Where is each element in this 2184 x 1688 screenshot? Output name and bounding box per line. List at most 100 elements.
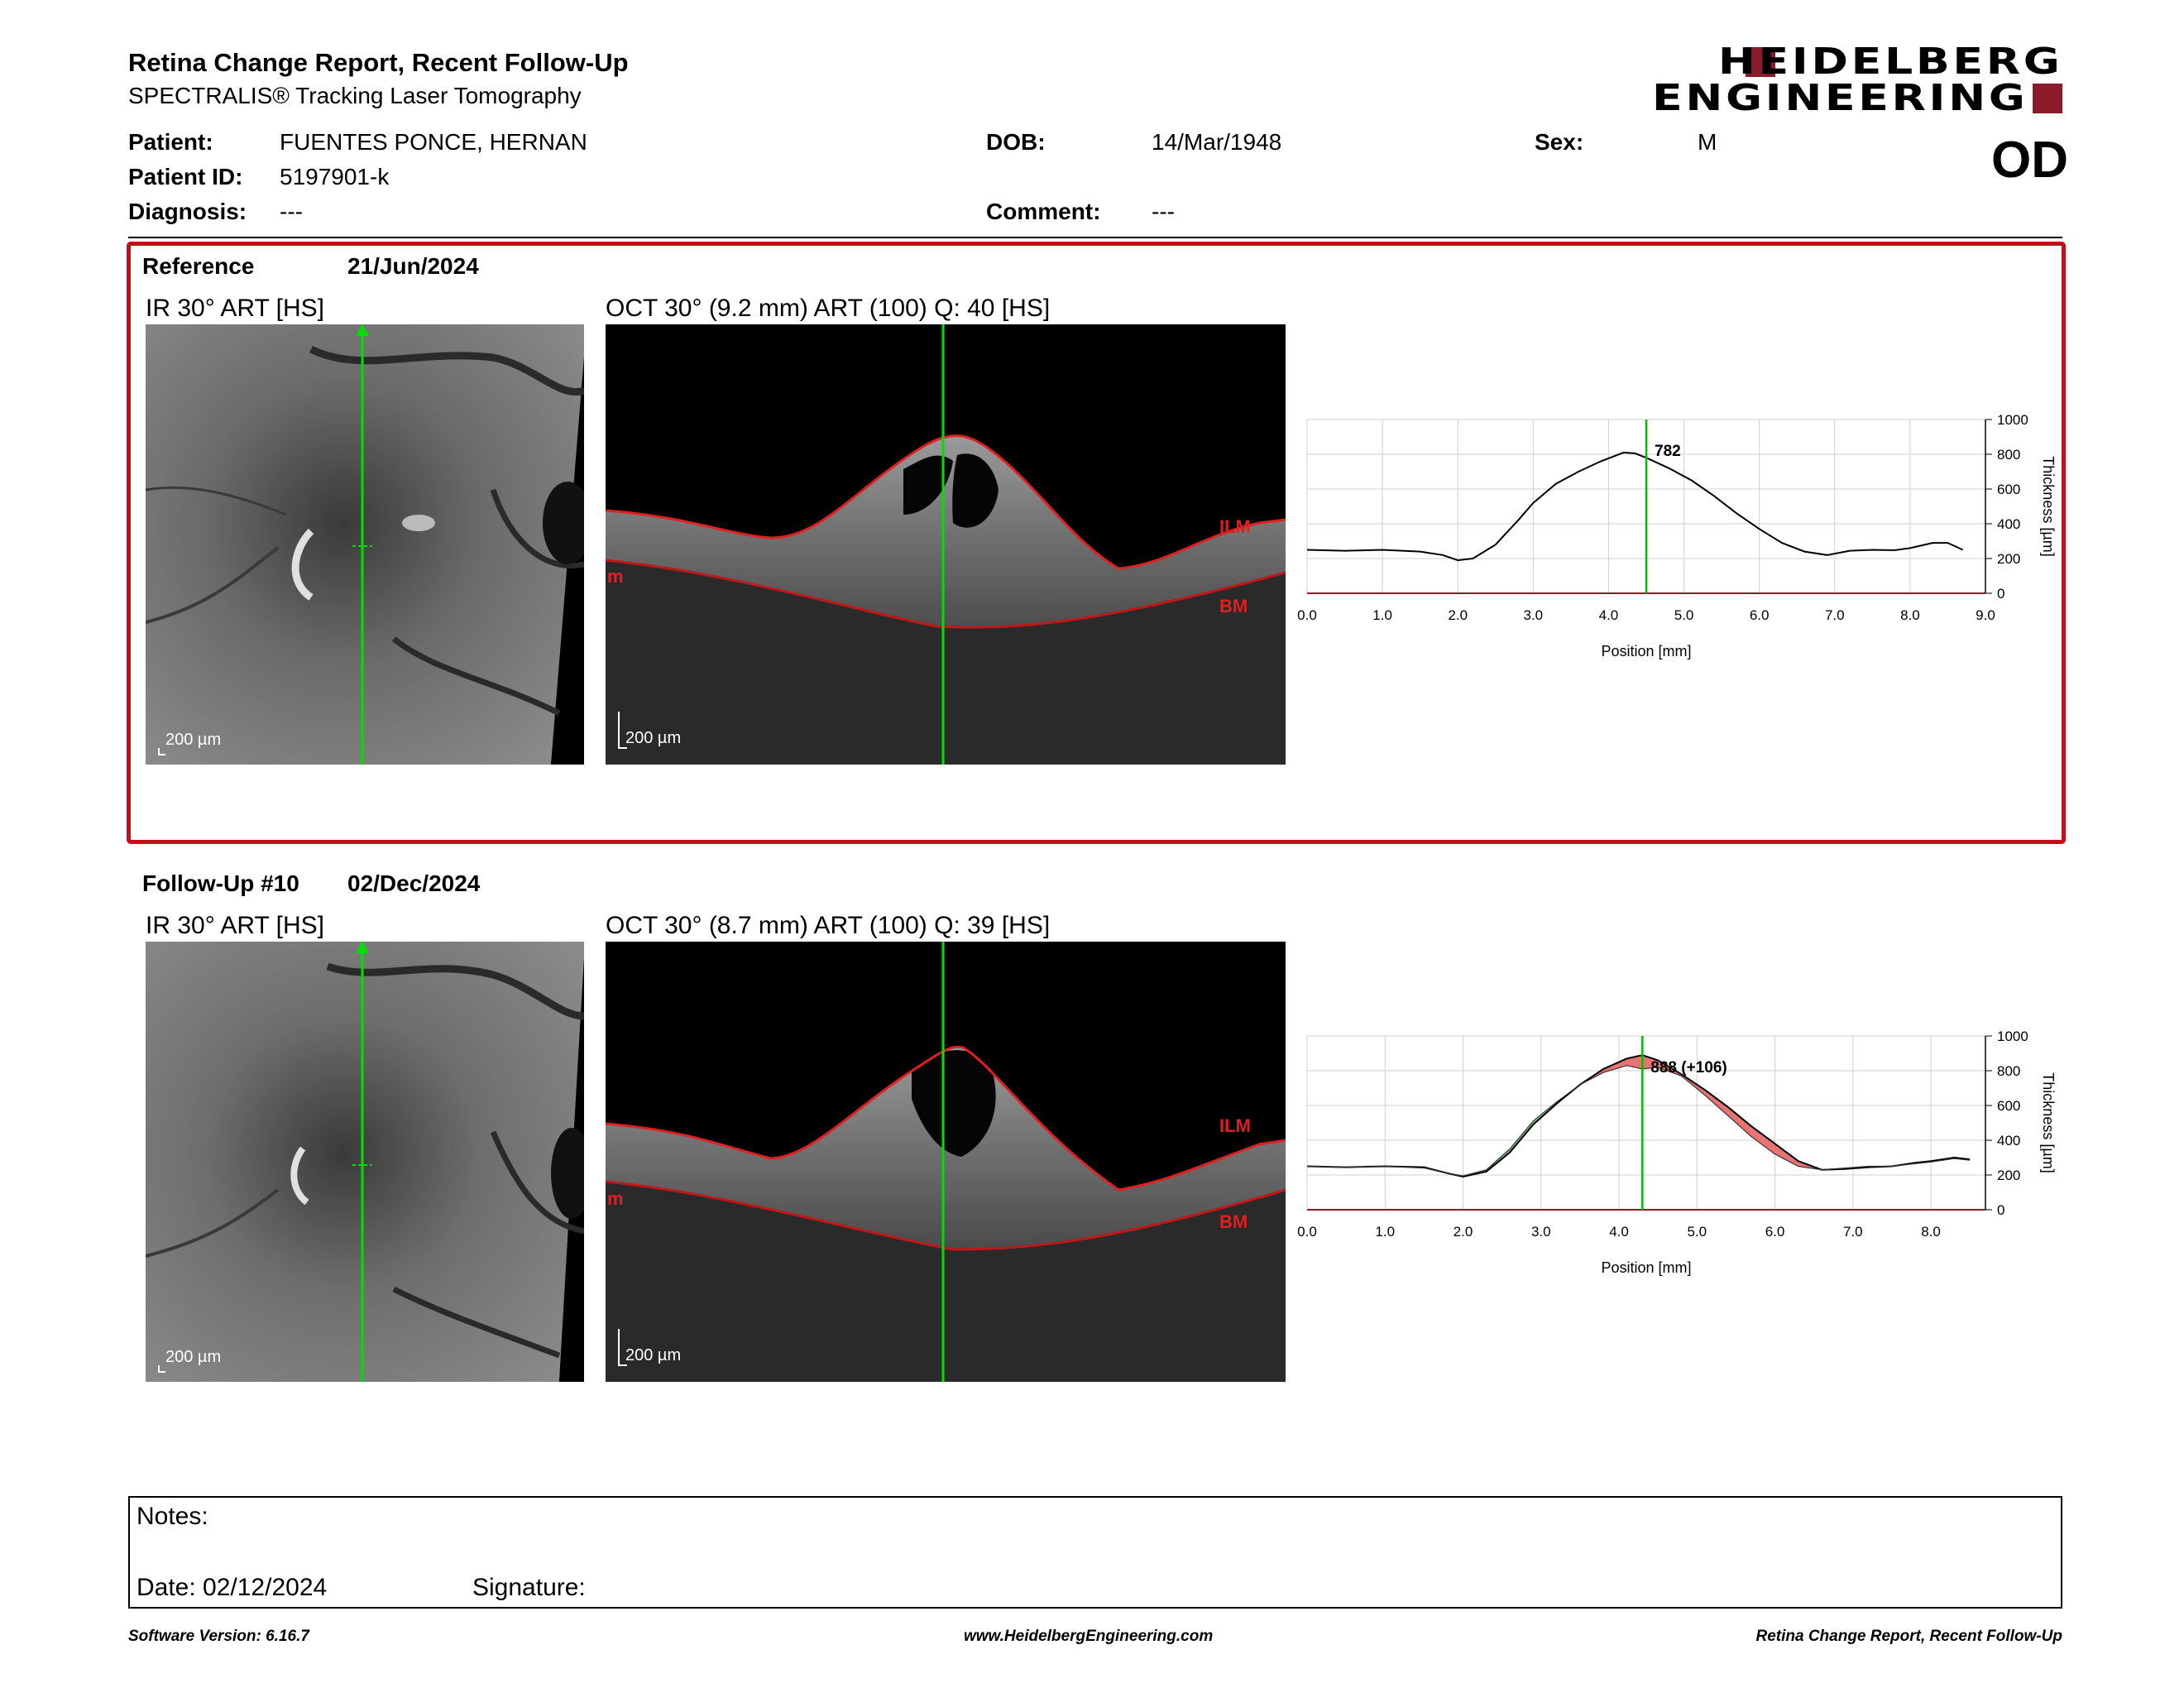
- y-tick-label: 600: [1997, 482, 2020, 497]
- thickness-change-area: [1704, 1090, 1728, 1116]
- cursor-value-label: 888 (+106): [1650, 1059, 1727, 1077]
- y-tick-label: 800: [1997, 447, 2020, 463]
- x-tick-label: 7.0: [1825, 607, 1845, 623]
- followup-ir-scale: 200 µm: [165, 1348, 221, 1366]
- report-subtitle: SPECTRALIS® Tracking Laser Tomography: [128, 83, 582, 108]
- notes-label: Notes:: [136, 1503, 208, 1530]
- x-tick-label: 3.0: [1524, 607, 1544, 623]
- reference-ilm-label: ILM: [1219, 516, 1251, 537]
- logo-text-2: ENGINEERING: [1651, 77, 2028, 119]
- notes-box: Notes: Date: 02/12/2024 Signature:: [128, 1496, 2062, 1609]
- patient-id-value: 5197901-k: [280, 164, 390, 189]
- reference-frame: [127, 242, 2066, 844]
- x-tick-label: 3.0: [1531, 1224, 1551, 1240]
- thickness-series-line: [1306, 1054, 1971, 1178]
- reference-bm-label: BM: [1219, 596, 1248, 616]
- thickness-change-area: [1751, 1126, 1775, 1154]
- x-axis-label: Position [mm]: [1601, 643, 1691, 659]
- reference-ir-image: 200 µm: [146, 324, 584, 765]
- y-tick-label: 1000: [1997, 412, 2028, 428]
- x-tick-label: 5.0: [1674, 607, 1694, 623]
- y-axis-label: Thickness [µm]: [2040, 456, 2057, 556]
- eye-label: OD: [1991, 132, 2068, 189]
- diagnosis-value: ---: [280, 199, 303, 224]
- header-divider: [128, 237, 2062, 238]
- notes-date: Date: 02/12/2024: [136, 1574, 328, 1601]
- y-tick-label: 0: [1997, 586, 2004, 602]
- thickness-change-area: [1626, 1055, 1643, 1069]
- signature-label: Signature:: [472, 1574, 586, 1601]
- y-axis-label: Thickness [µm]: [2040, 1072, 2057, 1172]
- followup-m-label: m: [607, 1188, 624, 1209]
- reference-ir-scale: 200 µm: [165, 731, 221, 749]
- x-tick-label: 2.0: [1454, 1224, 1473, 1240]
- reference-m-label: m: [607, 566, 624, 587]
- followup-oct-image: ILM BM m 200 µm: [606, 942, 1286, 1382]
- thickness-series-line: [1306, 451, 1964, 562]
- report-title: Retina Change Report, Recent Follow-Up: [128, 48, 629, 77]
- footer-software-version: Software Version: 6.16.7: [128, 1628, 309, 1645]
- followup-oct-scale: 200 µm: [625, 1346, 681, 1364]
- footer-website[interactable]: www.HeidelbergEngineering.com: [964, 1628, 1214, 1645]
- dob-value: 14/Mar/1948: [1152, 129, 1282, 155]
- x-tick-label: 9.0: [1976, 607, 1995, 623]
- logo-square-icon: [2033, 84, 2062, 113]
- y-tick-label: 0: [1997, 1202, 2004, 1218]
- x-tick-label: 5.0: [1687, 1224, 1707, 1240]
- thickness-change-area: [1642, 1055, 1659, 1069]
- x-tick-label: 2.0: [1448, 607, 1468, 623]
- followup-ir-title: IR 30° ART [HS]: [146, 912, 324, 939]
- followup-bm-label: BM: [1219, 1211, 1248, 1232]
- reference-ir-title: IR 30° ART [HS]: [146, 295, 324, 322]
- y-tick-label: 1000: [1997, 1029, 2028, 1044]
- thickness-change-area: [1727, 1107, 1752, 1137]
- followup-oct-title: OCT 30° (8.7 mm) ART (100) Q: 39 [HS]: [606, 912, 1051, 939]
- x-tick-label: 1.0: [1372, 607, 1392, 623]
- y-tick-label: 800: [1997, 1063, 2020, 1079]
- reference-label: Reference: [142, 253, 255, 279]
- x-tick-label: 6.0: [1750, 607, 1770, 623]
- x-tick-label: 7.0: [1843, 1224, 1863, 1240]
- x-tick-label: 4.0: [1599, 607, 1619, 623]
- sex-value: M: [1698, 129, 1717, 155]
- logo-square-icon: [1745, 47, 1775, 77]
- sex-label: Sex:: [1535, 129, 1584, 155]
- x-tick-label: 0.0: [1297, 1224, 1317, 1240]
- patient-label: Patient:: [128, 129, 213, 155]
- comment-label: Comment:: [986, 199, 1101, 224]
- logo-line-2: ENGINEERING: [1652, 80, 2062, 117]
- y-tick-label: 600: [1997, 1098, 2020, 1114]
- logo-line-1: HEIDELBERG: [1717, 44, 2062, 80]
- y-tick-label: 400: [1997, 516, 2020, 532]
- followup-ilm-label: ILM: [1219, 1115, 1251, 1136]
- followup-thickness-chart: 0.0 1.0 2.0 3.0 4.0 5.0 6.0 7.0 8.0 0 200 400 600 800…: [1297, 1029, 2057, 1276]
- x-tick-label: 0.0: [1297, 607, 1317, 623]
- x-tick-label: 1.0: [1375, 1224, 1395, 1240]
- y-tick-label: 400: [1997, 1133, 2020, 1149]
- y-tick-label: 200: [1997, 551, 2020, 567]
- reference-thickness-chart: 0.0 1.0 2.0 3.0 4.0 5.0 6.0 7.0 8.0 9.00 200 400 600…: [1297, 412, 2057, 659]
- footer-report-name: Retina Change Report, Recent Follow-Up: [1755, 1628, 2062, 1645]
- reference-oct-title: OCT 30° (9.2 mm) ART (100) Q: 40 [HS]: [606, 295, 1051, 322]
- comment-value: ---: [1152, 199, 1175, 224]
- patient-value: FUENTES PONCE, HERNAN: [280, 129, 587, 155]
- thickness-change-area: [1774, 1144, 1798, 1167]
- x-tick-label: 4.0: [1609, 1224, 1629, 1240]
- x-tick-label: 8.0: [1900, 607, 1920, 623]
- y-tick-label: 200: [1997, 1168, 2020, 1183]
- followup-label: Follow-Up #10: [142, 870, 299, 896]
- followup-date: 02/Dec/2024: [347, 870, 481, 896]
- logo-text-1: HEIDELBERG: [1717, 41, 2062, 83]
- reference-oct-scale: 200 µm: [625, 729, 681, 747]
- x-tick-label: 8.0: [1921, 1224, 1941, 1240]
- cursor-value-label: 782: [1655, 443, 1681, 460]
- dob-label: DOB:: [986, 129, 1046, 155]
- diagnosis-label: Diagnosis:: [128, 199, 247, 224]
- thickness-series-line: [1306, 1065, 1971, 1177]
- reference-date: 21/Jun/2024: [347, 253, 479, 279]
- followup-ir-image: 200 µm: [146, 942, 584, 1382]
- patient-id-label: Patient ID:: [128, 164, 243, 189]
- x-axis-label: Position [mm]: [1601, 1259, 1691, 1276]
- x-tick-label: 6.0: [1765, 1224, 1785, 1240]
- reference-oct-image: ILM BM m 200 µm: [606, 324, 1286, 765]
